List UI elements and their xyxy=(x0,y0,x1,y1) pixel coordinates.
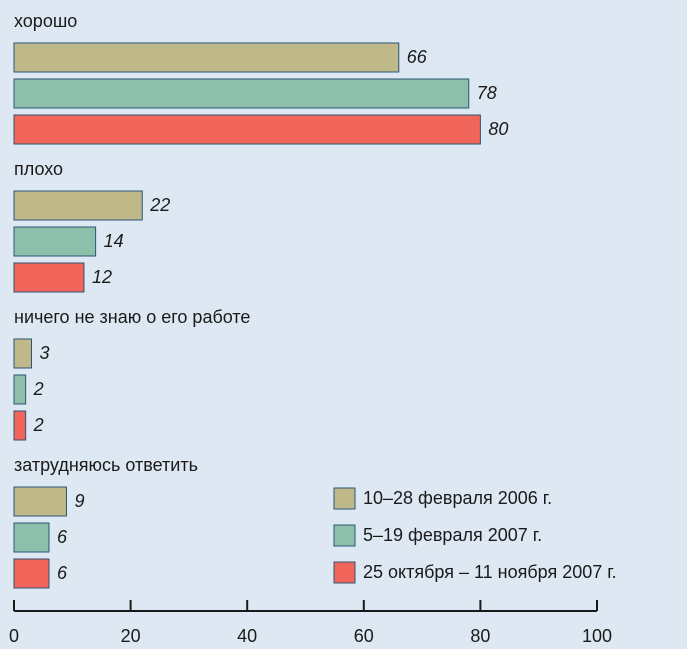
category-label: плохо xyxy=(14,159,63,179)
bar xyxy=(13,190,143,221)
value-label: 6 xyxy=(57,527,68,547)
value-label: 2 xyxy=(33,379,44,399)
legend-swatch xyxy=(333,524,356,547)
legend-swatch xyxy=(333,487,356,510)
value-label: 6 xyxy=(57,563,68,583)
x-tick-label: 60 xyxy=(354,626,374,646)
bar xyxy=(13,338,32,369)
legend-label: 25 октября – 11 ноября 2007 г. xyxy=(363,562,617,582)
x-tick-label: 100 xyxy=(582,626,612,646)
category-label: затрудняюсь ответить xyxy=(14,455,198,475)
value-label: 66 xyxy=(407,47,428,67)
bar xyxy=(13,486,67,517)
category-label: хорошо xyxy=(14,11,77,31)
value-label: 22 xyxy=(149,195,170,215)
x-tick-label: 40 xyxy=(237,626,257,646)
value-label: 12 xyxy=(92,267,112,287)
legend-label: 10–28 февраля 2006 г. xyxy=(363,488,552,508)
bar xyxy=(13,410,27,441)
bar xyxy=(13,262,85,293)
value-label: 3 xyxy=(39,343,49,363)
value-label: 14 xyxy=(104,231,124,251)
x-tick-label: 0 xyxy=(9,626,19,646)
legend-swatch xyxy=(333,561,356,584)
value-label: 9 xyxy=(74,491,84,511)
category-label: ничего не знаю о его работе xyxy=(14,307,250,327)
bar xyxy=(13,42,400,73)
bar xyxy=(13,374,27,405)
x-tick-label: 80 xyxy=(470,626,490,646)
bar xyxy=(13,226,97,257)
value-label: 2 xyxy=(33,415,44,435)
value-label: 78 xyxy=(477,83,497,103)
x-tick-label: 20 xyxy=(121,626,141,646)
bar xyxy=(13,558,50,589)
legend-label: 5–19 февраля 2007 г. xyxy=(363,525,542,545)
bar xyxy=(13,78,470,109)
value-label: 80 xyxy=(488,119,508,139)
bar xyxy=(13,114,481,145)
bar xyxy=(13,522,50,553)
